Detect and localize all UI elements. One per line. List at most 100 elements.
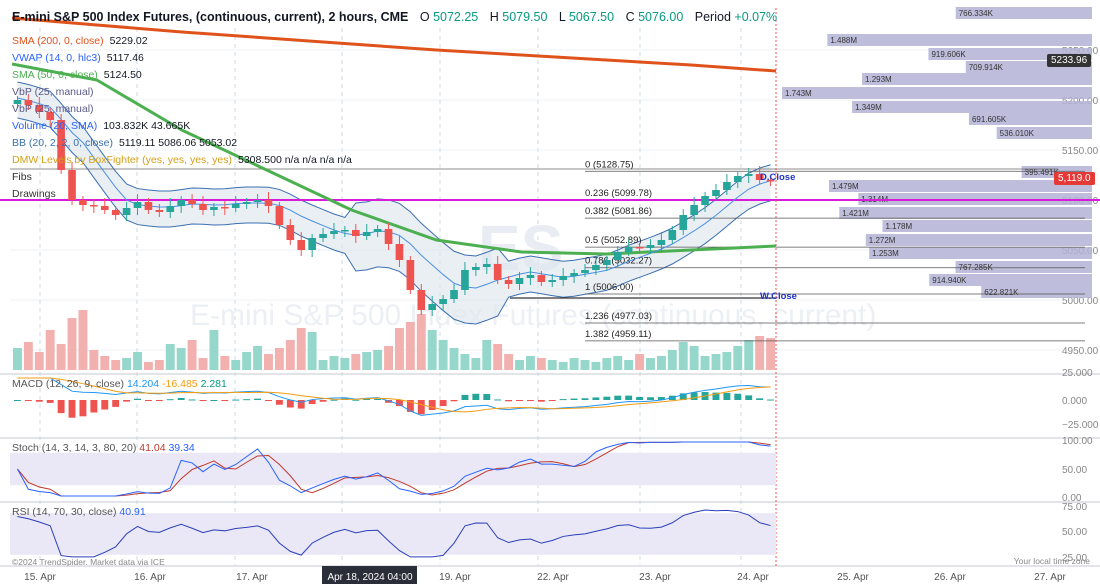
- rsi-band: [10, 513, 776, 555]
- macd-label: MACD (12, 26, 9, close): [12, 378, 125, 390]
- volume-bar: [755, 336, 765, 370]
- candle-body: [210, 207, 218, 210]
- volume-bar: [558, 362, 568, 370]
- copyright-text: ©2024 TrendSpider. Market data via ICE: [12, 557, 165, 567]
- date-tick-label: 25. Apr: [837, 572, 869, 583]
- fib-level-label: 0.5 (5052.89): [585, 235, 642, 246]
- volume-bar: [700, 356, 710, 370]
- vwap-value: 5117.46: [106, 52, 144, 64]
- volume-bar: [242, 352, 252, 370]
- candle-body: [395, 244, 404, 260]
- high-value: 5079.50: [502, 10, 548, 24]
- legend-vbp-2[interactable]: VbP (25, manual): [12, 101, 352, 118]
- volume-profile-bar: [827, 34, 1092, 46]
- volume-bar: [471, 358, 481, 370]
- volume-bar: [493, 344, 503, 370]
- candle-body: [646, 245, 655, 248]
- macd-histogram-bar: [319, 400, 327, 402]
- candle-body: [679, 215, 688, 230]
- macd-histogram-bar: [679, 393, 687, 400]
- legend-sma200[interactable]: SMA (200, 0, close) 5229.02: [12, 33, 352, 50]
- rsi-tick-label: 75.00: [1062, 502, 1087, 513]
- candle-body: [406, 260, 415, 290]
- legend-vwap[interactable]: VWAP (14, 0, hlc3) 5117.46: [12, 50, 352, 67]
- volume-profile-label: 1.178M: [885, 222, 912, 231]
- candle-body: [613, 252, 622, 260]
- volume-profile-label: 1.488M: [830, 36, 857, 45]
- legend-sma50[interactable]: SMA (50, 0, close) 5124.50: [12, 67, 352, 84]
- legend-dmw[interactable]: DMW Levels by BoxFighter (yes, yes, yes,…: [12, 152, 352, 169]
- macd-histogram-bar: [144, 400, 152, 401]
- volume-bar: [722, 352, 732, 370]
- macd-histogram-bar: [526, 400, 534, 401]
- volume-bar: [143, 362, 153, 370]
- candle-body: [603, 260, 611, 265]
- volume-profile-label: 1.253M: [872, 249, 899, 258]
- watermark-name: E-mini S&P 500 Index Futures (continuous…: [190, 299, 876, 332]
- candle-body: [417, 290, 426, 310]
- volume-bar: [460, 354, 470, 370]
- date-tick-label: 23. Apr: [639, 572, 671, 583]
- volume-bar: [515, 360, 524, 370]
- macd-histogram-bar: [265, 400, 272, 401]
- candle-body: [624, 247, 633, 252]
- macd-histogram-bar: [155, 400, 163, 401]
- low-value: 5067.50: [568, 10, 615, 24]
- candle-body: [24, 100, 33, 105]
- macd-tick-label: 0.000: [1062, 396, 1087, 407]
- candle-body: [690, 205, 698, 215]
- timezone-text[interactable]: Your local time zone: [1013, 556, 1090, 566]
- volume-bar: [384, 346, 393, 370]
- candle-body: [548, 280, 557, 282]
- legend-bb[interactable]: BB (20, 2, 2, 0, close) 5119.11 5086.06 5…: [12, 135, 352, 152]
- volume-bar: [504, 354, 514, 370]
- legend-volume[interactable]: Volume (20, SMA) 103.832K 43.665K: [12, 118, 352, 135]
- volume-bar: [253, 346, 263, 370]
- volume-bar: [329, 356, 339, 370]
- candle-body: [657, 240, 666, 245]
- macd-histogram-bar: [210, 400, 218, 401]
- candle-body: [570, 273, 578, 276]
- macd-histogram-bar: [756, 398, 764, 400]
- legend-drawings[interactable]: Drawings: [12, 186, 352, 203]
- volume-bar: [678, 342, 688, 370]
- volume-bar: [646, 358, 655, 370]
- candle-body: [526, 275, 535, 278]
- candle-body: [515, 278, 524, 284]
- candle-body: [46, 112, 55, 120]
- candle-body: [242, 202, 251, 204]
- volume-bar: [373, 350, 383, 370]
- rsi-legend[interactable]: RSI (14, 70, 30, close) 40.91: [12, 506, 146, 518]
- macd-histogram-bar: [254, 398, 262, 400]
- macd-histogram-bar: [505, 400, 513, 402]
- macd-legend[interactable]: MACD (12, 26, 9, close) 14.204 -16.485 2…: [12, 378, 227, 390]
- candle-body: [100, 206, 109, 210]
- candle-body: [733, 176, 742, 182]
- price-tick-label: 4950.00: [1062, 346, 1099, 357]
- sma200-value: 5229.02: [109, 35, 148, 47]
- dmw-label: DMW Levels by BoxFighter (yes, yes, yes,…: [12, 154, 232, 166]
- d-close-label: D.Close: [760, 172, 795, 183]
- legend-vbp-1[interactable]: VbP (25, manual): [12, 84, 352, 101]
- vbp2-label: VbP (25, manual): [12, 103, 94, 115]
- macd-histogram-bar: [177, 397, 185, 400]
- date-tick-label: 24. Apr: [737, 572, 769, 583]
- candle-body: [35, 105, 44, 112]
- candle-body: [766, 180, 775, 182]
- legend-fibs[interactable]: Fibs: [12, 169, 352, 186]
- macd-histogram-bar: [537, 400, 545, 402]
- sma200-price-tag: 5233.96: [1047, 54, 1092, 67]
- stoch-legend[interactable]: Stoch (14, 3, 14, 3, 80, 20) 41.04 39.34: [12, 442, 195, 454]
- stoch-v1: 41.04: [139, 442, 166, 454]
- macd-histogram-bar: [723, 392, 731, 400]
- volume-bar: [285, 340, 295, 370]
- stoch-tick-label: 50.00: [1062, 465, 1087, 476]
- macd-histogram-bar: [90, 400, 98, 413]
- bb-value: 5119.11 5086.06 5053.02: [118, 137, 238, 149]
- macd-histogram-bar: [494, 399, 502, 401]
- volume-profile-label: 914.940K: [932, 276, 967, 285]
- bollinger-lower: [17, 117, 771, 325]
- volume-profile-bar: [882, 220, 1092, 232]
- volume-profile-label: 1.421M: [842, 209, 869, 218]
